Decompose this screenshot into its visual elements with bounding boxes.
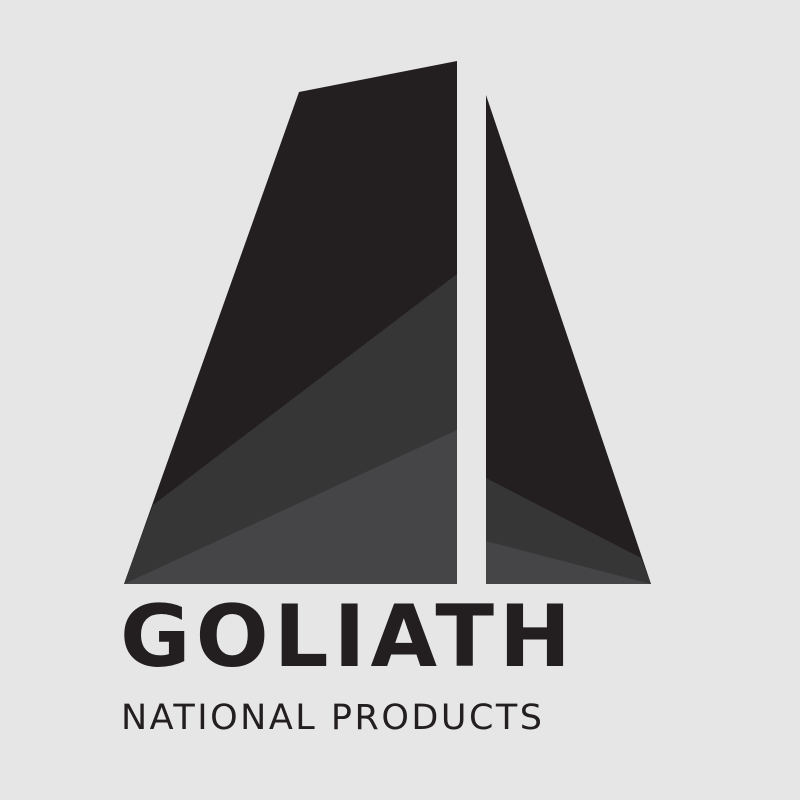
- monolith-logo-icon: [124, 61, 651, 584]
- brand-tagline: NATIONAL PRODUCTS: [121, 698, 545, 738]
- brand-name: GOLIATH: [120, 587, 577, 687]
- logo-right-slab-light-shade: [486, 541, 651, 584]
- logo-right-slab: [486, 95, 651, 584]
- logo-left-slab-light-shade: [124, 430, 457, 584]
